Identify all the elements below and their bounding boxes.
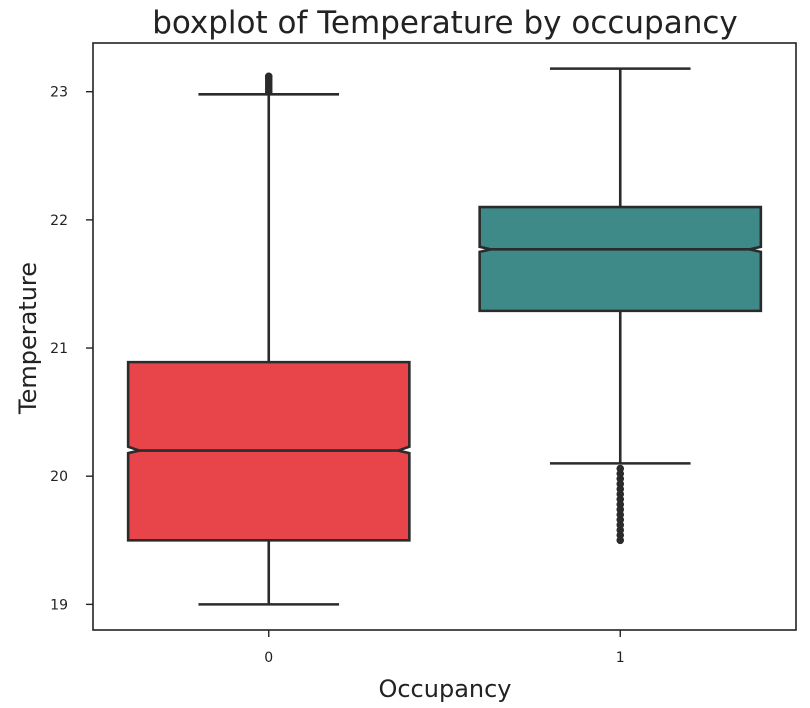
y-tick-label: 20 <box>50 469 68 485</box>
x-tick-label: 0 <box>264 650 273 666</box>
plot-area: 19 20 21 22 23 0 1 <box>50 67 763 666</box>
outlier-point <box>264 72 273 81</box>
y-tick-label: 21 <box>50 341 68 357</box>
y-axis-label: Temperature <box>14 262 42 415</box>
chart-title: boxplot of Temperature by occupancy <box>152 5 738 41</box>
y-tick-label: 19 <box>50 597 68 613</box>
y-tick-label: 23 <box>50 85 68 101</box>
x-tick-label: 1 <box>616 650 625 666</box>
y-tick-label: 22 <box>50 213 68 229</box>
box-1 <box>478 205 763 313</box>
x-axis-label: Occupancy <box>378 675 511 703</box>
outlier-point <box>616 464 625 473</box>
plot-frame <box>92 42 797 631</box>
